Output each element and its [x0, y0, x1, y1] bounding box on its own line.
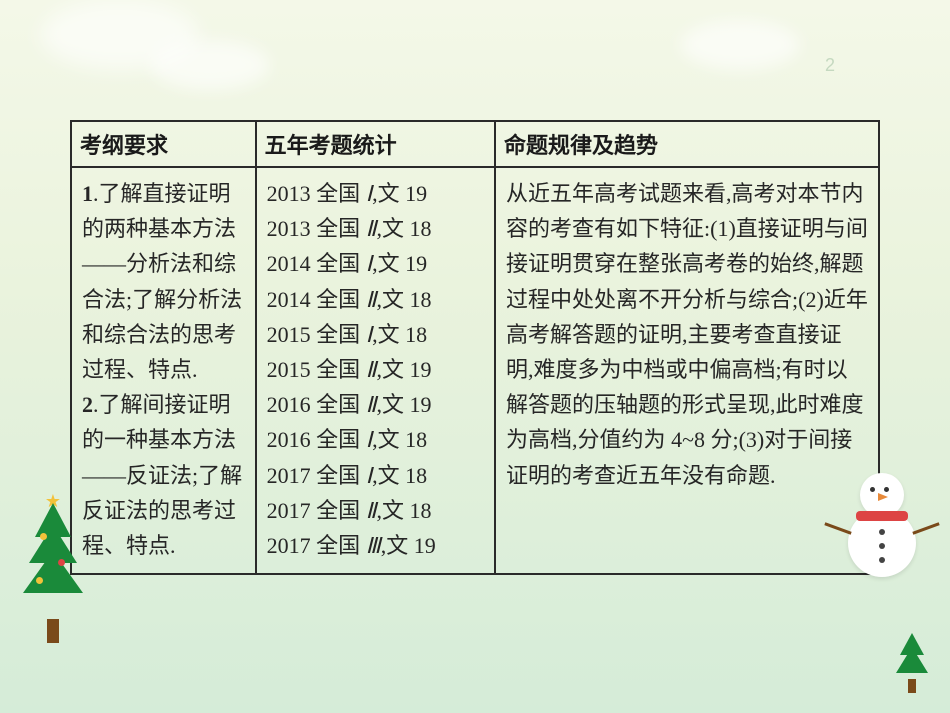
christmas-tree-decoration: ★ — [18, 503, 88, 643]
header-five-year-stats: 五年考题统计 — [256, 121, 495, 167]
exam-question-ref: ,文 18 — [372, 427, 427, 452]
exam-source: 全国 — [316, 463, 366, 488]
exam-entry: 2015 全国 Ⅱ,文 19 — [267, 352, 484, 387]
exam-source: 全国 — [316, 287, 366, 312]
exam-source: 全国 — [316, 251, 366, 276]
exam-volume-roman: Ⅱ — [366, 287, 377, 312]
outline-item-text: .了解间接证明的一种基本方法——反证法;了解反证法的思考过程、特点. — [82, 392, 242, 558]
exam-entry: 2016 全国 Ⅱ,文 19 — [267, 387, 484, 422]
exam-entry: 2017 全国 Ⅱ,文 18 — [267, 493, 484, 528]
exam-year: 2017 — [267, 533, 317, 558]
cloud-decoration — [680, 20, 800, 70]
exam-year: 2016 — [267, 392, 317, 417]
exam-year: 2014 — [267, 251, 317, 276]
snowman-decoration — [842, 473, 922, 603]
cell-exam-outline: 1.了解直接证明的两种基本方法——分析法和综合法;了解分析法和综合法的思考过程、… — [71, 167, 256, 574]
exam-source: 全国 — [316, 533, 366, 558]
exam-entry: 2013 全国 Ⅰ,文 19 — [267, 176, 484, 211]
trends-score-range: 4~8 — [671, 427, 705, 452]
cloud-decoration — [40, 0, 200, 70]
exam-year: 2017 — [267, 498, 317, 523]
exam-question-ref: ,文 19 — [376, 357, 431, 382]
exam-entry: 2017 全国 Ⅰ,文 18 — [267, 458, 484, 493]
cell-trends: 从近五年高考试题来看,高考对本节内容的考查有如下特征:(1)直接证明与间接证明贯… — [495, 167, 879, 574]
exam-question-ref: ,文 18 — [376, 216, 431, 241]
exam-question-ref: ,文 18 — [376, 287, 431, 312]
exam-year: 2016 — [267, 427, 317, 452]
exam-question-ref: ,文 18 — [372, 463, 427, 488]
exam-entry: 2013 全国 Ⅱ,文 18 — [267, 211, 484, 246]
exam-source: 全国 — [316, 498, 366, 523]
exam-question-ref: ,文 19 — [376, 392, 431, 417]
exam-question-ref: ,文 18 — [372, 322, 427, 347]
exam-entry: 2017 全国 Ⅲ,文 19 — [267, 528, 484, 563]
exam-volume-roman: Ⅱ — [366, 498, 377, 523]
exam-question-ref: ,文 19 — [372, 251, 427, 276]
exam-entry: 2016 全国 Ⅰ,文 18 — [267, 422, 484, 457]
exam-volume-roman: Ⅱ — [366, 392, 377, 417]
trends-text-before: 从近五年高考试题来看,高考对本节内容的考查有如下特征:(1)直接证明与间接证明贯… — [506, 181, 868, 452]
outline-item-text: .了解直接证明的两种基本方法——分析法和综合法;了解分析法和综合法的思考过程、特… — [82, 181, 242, 382]
exam-year: 2013 — [267, 216, 317, 241]
exam-source: 全国 — [316, 181, 366, 206]
exam-outline-table: 考纲要求 五年考题统计 命题规律及趋势 1.了解直接证明的两种基本方法——分析法… — [70, 120, 880, 575]
exam-year: 2014 — [267, 287, 317, 312]
exam-volume-roman: Ⅲ — [366, 533, 381, 558]
main-table-container: 考纲要求 五年考题统计 命题规律及趋势 1.了解直接证明的两种基本方法——分析法… — [70, 120, 880, 575]
exam-year: 2015 — [267, 357, 317, 382]
exam-source: 全国 — [316, 357, 366, 382]
exam-volume-roman: Ⅱ — [366, 216, 377, 241]
exam-entry: 2014 全国 Ⅰ,文 19 — [267, 246, 484, 281]
header-trends: 命题规律及趋势 — [495, 121, 879, 167]
exam-question-ref: ,文 18 — [376, 498, 431, 523]
exam-source: 全国 — [316, 392, 366, 417]
exam-source: 全国 — [316, 322, 366, 347]
small-tree-decoration — [892, 633, 932, 693]
exam-source: 全国 — [316, 427, 366, 452]
cell-five-year-stats: 2013 全国 Ⅰ,文 192013 全国 Ⅱ,文 182014 全国 Ⅰ,文 … — [256, 167, 495, 574]
header-exam-outline: 考纲要求 — [71, 121, 256, 167]
page-number: 2 — [825, 55, 835, 76]
exam-year: 2015 — [267, 322, 317, 347]
exam-source: 全国 — [316, 216, 366, 241]
exam-question-ref: ,文 19 — [381, 533, 436, 558]
exam-question-ref: ,文 19 — [372, 181, 427, 206]
exam-volume-roman: Ⅱ — [366, 357, 377, 382]
table-header-row: 考纲要求 五年考题统计 命题规律及趋势 — [71, 121, 879, 167]
exam-year: 2013 — [267, 181, 317, 206]
exam-entry: 2015 全国 Ⅰ,文 18 — [267, 317, 484, 352]
table-body-row: 1.了解直接证明的两种基本方法——分析法和综合法;了解分析法和综合法的思考过程、… — [71, 167, 879, 574]
outline-item-number: 2 — [82, 392, 93, 417]
exam-year: 2017 — [267, 463, 317, 488]
outline-item-number: 1 — [82, 181, 93, 206]
exam-entry: 2014 全国 Ⅱ,文 18 — [267, 282, 484, 317]
